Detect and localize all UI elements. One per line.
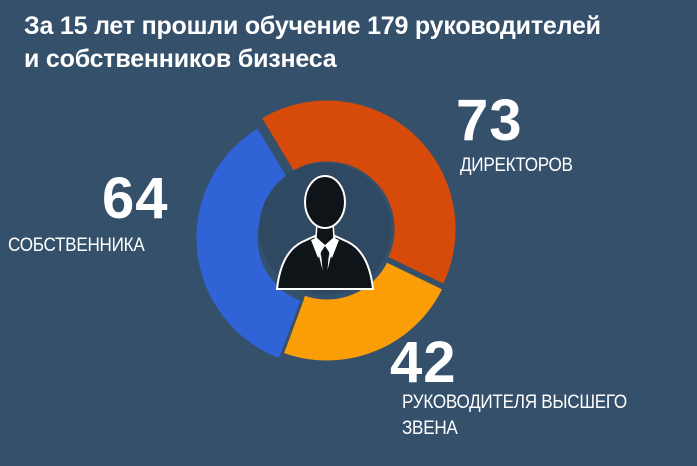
value-top-managers: 42 — [390, 330, 457, 395]
title-line-1: За 15 лет прошли обучение 179 руководите… — [24, 12, 601, 40]
label-owners: СОБСТВЕННИКА — [8, 235, 145, 256]
slice-owners — [193, 125, 304, 362]
title-line-2: и собственников бизнеса — [24, 45, 337, 73]
label-directors: ДИРЕКТОРОВ — [460, 155, 573, 176]
value-owners: 64 — [102, 166, 169, 231]
label-top-managers: РУКОВОДИТЕЛЯ ВЫСШЕГО ЗВЕНА — [402, 390, 627, 442]
chart-title: За 15 лет прошли обучение 179 руководите… — [24, 10, 664, 76]
value-directors: 73 — [456, 88, 523, 153]
slice-directors — [258, 97, 459, 288]
businessman-silhouette-icon — [275, 175, 375, 290]
label-top-managers-line-2: ЗВЕНА — [402, 418, 458, 439]
donut-slices — [193, 97, 459, 364]
label-top-managers-line-1: РУКОВОДИТЕЛЯ ВЫСШЕГО — [402, 392, 627, 413]
